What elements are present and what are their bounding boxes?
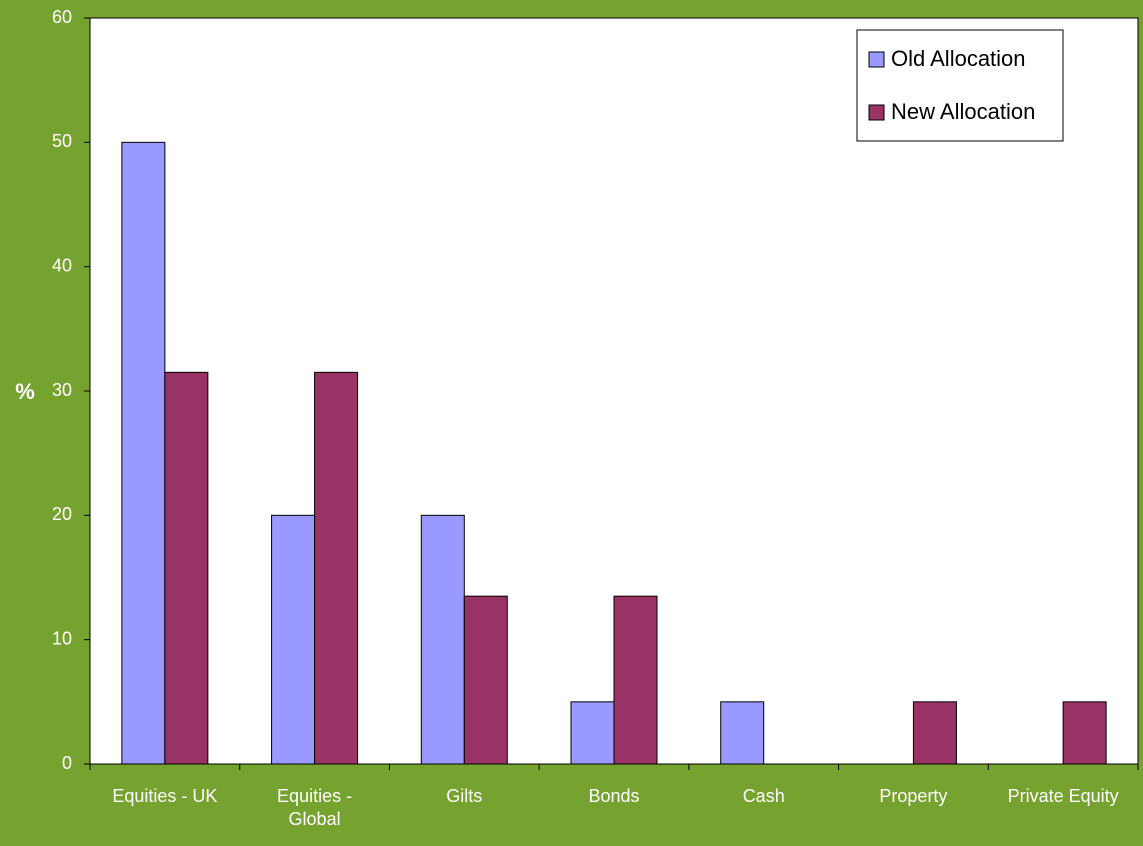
bar-old-allocation	[420, 514, 465, 765]
bar-old-allocation	[121, 141, 166, 765]
legend-label-new-allocation: New Allocation	[891, 99, 1035, 124]
y-axis-label: %	[15, 379, 35, 404]
y-tick-label: 0	[62, 753, 72, 773]
bar-new-allocation	[314, 371, 359, 765]
x-tick-label: Private Equity	[1008, 786, 1119, 806]
y-tick-label: 10	[52, 628, 72, 648]
y-tick-label: 50	[52, 131, 72, 151]
bar-old-allocation	[720, 701, 765, 765]
bars-group	[121, 141, 1107, 765]
y-tick-label: 30	[52, 380, 72, 400]
legend-swatch-old-allocation	[868, 51, 885, 68]
bar-new-allocation	[912, 701, 957, 765]
x-tick-label: Cash	[743, 786, 785, 806]
x-tick-label: Gilts	[446, 786, 482, 806]
legend: Old Allocation New Allocation	[856, 29, 1064, 142]
x-tick-label: Equities -Global	[277, 786, 352, 829]
y-tick-label: 20	[52, 504, 72, 524]
x-tick-label: Bonds	[588, 786, 639, 806]
axes-group: 0 10 20 30 40 50 60 Equities - UK Equities -Glob…	[52, 7, 1139, 829]
legend-label-old-allocation: Old Allocation	[891, 46, 1026, 71]
legend-swatch-new-allocation	[868, 104, 885, 121]
bar-old-allocation	[271, 514, 316, 765]
legend-box	[856, 29, 1064, 142]
x-tick-label: Property	[879, 786, 947, 806]
bar-new-allocation	[164, 371, 209, 765]
bar-old-allocation	[570, 701, 615, 765]
bar-new-allocation	[463, 595, 508, 765]
bar-new-allocation	[1062, 701, 1107, 765]
y-tick-label: 60	[52, 7, 72, 27]
x-tick-label: Equities - UK	[112, 786, 217, 806]
bar-new-allocation	[613, 595, 658, 765]
y-tick-label: 40	[52, 255, 72, 275]
